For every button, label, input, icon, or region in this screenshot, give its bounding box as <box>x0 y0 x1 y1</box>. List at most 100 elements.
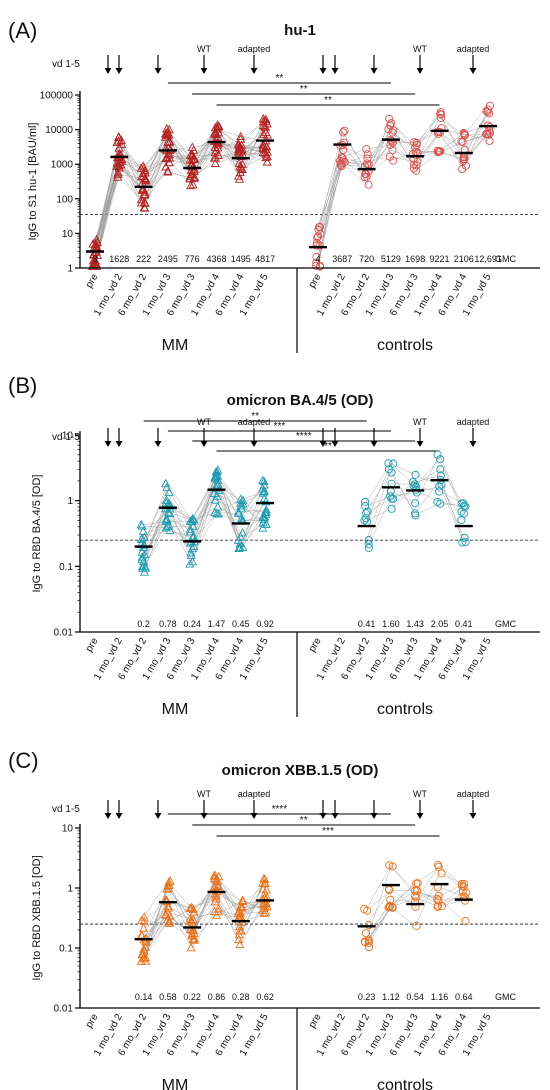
subject-line <box>439 486 465 521</box>
gmc-value: 2106 <box>454 254 474 264</box>
subject-line <box>167 492 193 554</box>
data-point <box>312 252 321 262</box>
data-point <box>112 158 122 168</box>
data-point <box>262 157 272 166</box>
data-point <box>214 127 224 137</box>
gmc-value: 2.05 <box>431 619 449 629</box>
subject-line <box>240 889 266 932</box>
panel-letter: (A) <box>8 18 37 43</box>
adapted-label: adapted <box>238 789 271 799</box>
data-point <box>161 522 171 532</box>
significance-label: **** <box>296 431 312 442</box>
data-point <box>411 470 420 479</box>
subject-line <box>216 493 241 507</box>
subject-line <box>439 114 465 160</box>
chart-title: omicron XBB.1.5 (OD) <box>222 762 379 779</box>
y-tick-label: 0.01 <box>54 628 74 639</box>
gmc-value: 3 <box>92 254 97 264</box>
data-point <box>261 907 271 916</box>
data-point <box>457 137 466 146</box>
subject-line <box>439 132 465 170</box>
y-tick-label: 0.1 <box>59 944 73 955</box>
y-tick-label: 100000 <box>40 91 74 102</box>
data-point <box>235 939 245 949</box>
gmc-value: 0.24 <box>183 619 201 629</box>
subject-line <box>167 901 193 941</box>
subject-line <box>216 484 242 548</box>
data-point <box>409 149 418 158</box>
subject-line <box>167 915 193 935</box>
data-point <box>164 157 174 167</box>
subject-line <box>119 167 144 184</box>
data-point <box>412 921 421 930</box>
subject-line <box>143 914 169 940</box>
subject-line <box>366 132 392 159</box>
gmc-value: 776 <box>185 254 200 264</box>
data-point <box>236 134 246 143</box>
gmc-value: 3687 <box>332 254 352 264</box>
group-label-mm: MM <box>162 337 189 354</box>
adapted-label: adapted <box>457 789 490 799</box>
data-point <box>188 904 198 914</box>
data-point <box>410 480 419 489</box>
y-axis-label: IgG to RBD XBB.1.5 [OD] <box>31 855 43 980</box>
subject-line <box>119 142 144 177</box>
data-point <box>364 543 373 553</box>
data-point <box>236 500 246 510</box>
data-point <box>458 881 467 891</box>
data-point <box>139 953 149 963</box>
significance-label: *** <box>322 826 334 837</box>
data-point <box>386 140 395 149</box>
data-point <box>187 516 197 526</box>
adapted-label: adapted <box>457 417 490 427</box>
data-point <box>210 507 220 517</box>
data-point <box>387 136 396 145</box>
data-point <box>91 234 102 244</box>
data-point <box>141 936 151 946</box>
panel-1: (B) omicron BA.4/5 (OD) vd 1-5 WT WT adapted a… <box>8 373 540 718</box>
data-point <box>137 949 147 958</box>
data-point <box>139 923 149 932</box>
data-point <box>259 121 270 131</box>
data-point <box>259 493 269 502</box>
data-point <box>259 514 269 524</box>
subject-line <box>390 472 416 514</box>
subject-line <box>143 915 169 937</box>
data-point <box>361 497 370 506</box>
group-label-controls: controls <box>377 1077 433 1090</box>
data-point <box>436 465 445 474</box>
data-point <box>360 937 369 946</box>
data-point <box>261 504 271 514</box>
data-point <box>258 484 268 493</box>
x-tick-label: pre <box>307 1012 324 1030</box>
subject-line <box>167 519 193 530</box>
data-point <box>385 114 394 123</box>
data-point <box>113 168 123 177</box>
data-point <box>435 147 444 156</box>
subject-line <box>216 875 242 914</box>
subject-line <box>167 888 193 920</box>
data-point <box>214 907 224 916</box>
data-point <box>435 482 444 491</box>
data-point <box>188 934 198 944</box>
data-point <box>236 163 246 172</box>
subject-line <box>143 492 169 567</box>
data-point <box>234 911 244 921</box>
y-tick-label: 1000 <box>51 160 74 171</box>
subject-line <box>143 487 169 546</box>
data-point <box>139 916 149 925</box>
data-point <box>460 131 470 140</box>
data-point <box>165 508 175 517</box>
chart-title: hu-1 <box>284 22 316 39</box>
data-point <box>261 885 271 894</box>
significance-label: ** <box>300 84 308 95</box>
subject-line <box>94 177 120 240</box>
subject-line <box>414 873 440 926</box>
data-point <box>363 150 372 159</box>
data-point <box>186 180 196 190</box>
data-point <box>136 163 146 172</box>
data-point <box>114 136 124 145</box>
data-point <box>260 122 271 131</box>
data-point <box>459 128 468 138</box>
data-point <box>361 929 371 938</box>
